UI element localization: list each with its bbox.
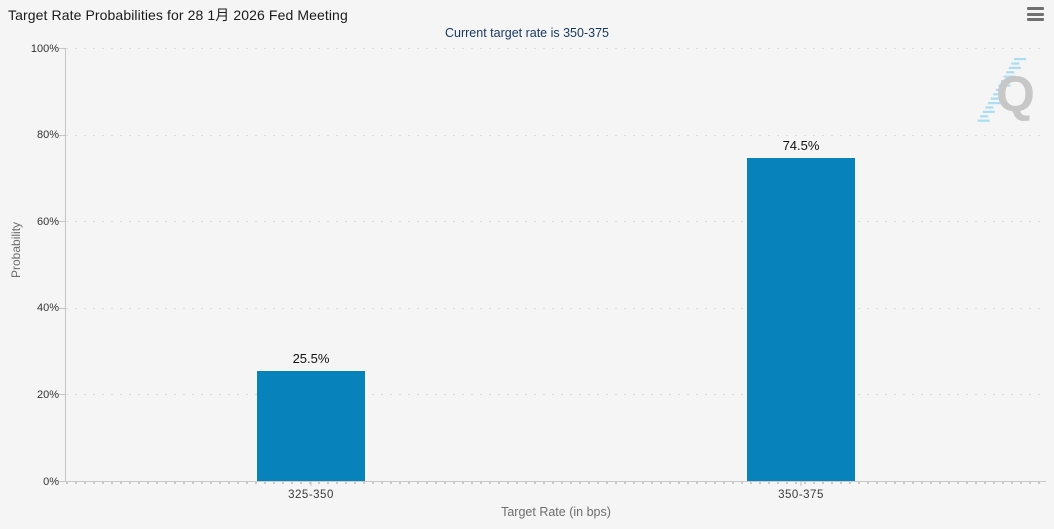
bar-value-label: 74.5% [782, 138, 820, 154]
x-axis-line [65, 481, 1046, 482]
y-tick-label: 80% [36, 129, 59, 142]
gridline-60 [66, 221, 1046, 223]
y-tick-80 [59, 134, 65, 136]
gridline-40 [66, 307, 1046, 309]
y-tick-label: 0% [43, 475, 59, 488]
quikstrike-logo-watermark: Q [977, 58, 1035, 122]
y-tick-label: 60% [36, 215, 59, 228]
chart-subtitle: Current target rate is 350-375 [445, 26, 609, 40]
x-axis-minor-ticks [66, 482, 1046, 484]
bar-value-label: 25.5% [292, 350, 330, 366]
y-tick-40 [59, 307, 65, 309]
y-tick-label: 40% [36, 302, 59, 315]
y-tick-60 [59, 221, 65, 223]
bar-325-350[interactable] [257, 370, 365, 481]
x-tick [310, 481, 312, 486]
gridline-20 [66, 394, 1046, 396]
y-tick-0 [59, 481, 65, 482]
x-tick-label: 325-350 [288, 489, 334, 501]
chart-title: Target Rate Probabilities for 28 1月 2026… [8, 7, 348, 23]
plot-area: 0% 20% 40% 60% 80% 100% Q 25.5% 325-350 74.5% 35… [31, 43, 1046, 501]
svg-text:Q: Q [996, 66, 1035, 122]
y-tick-label: 20% [36, 388, 59, 401]
y-axis-line [65, 48, 66, 481]
y-axis-title: Probability [9, 221, 23, 278]
hamburger-menu-icon[interactable] [1027, 6, 1045, 22]
y-tick-20 [59, 394, 65, 396]
y-tick-100 [59, 48, 65, 49]
x-axis-title: Target Rate (in bps) [501, 505, 611, 519]
gridline-80 [66, 134, 1046, 136]
bar-350-375[interactable] [747, 158, 855, 481]
y-tick-label: 100% [30, 42, 59, 55]
x-tick [800, 481, 802, 486]
gridline-100 [66, 48, 1046, 49]
x-tick-label: 350-375 [778, 489, 824, 501]
